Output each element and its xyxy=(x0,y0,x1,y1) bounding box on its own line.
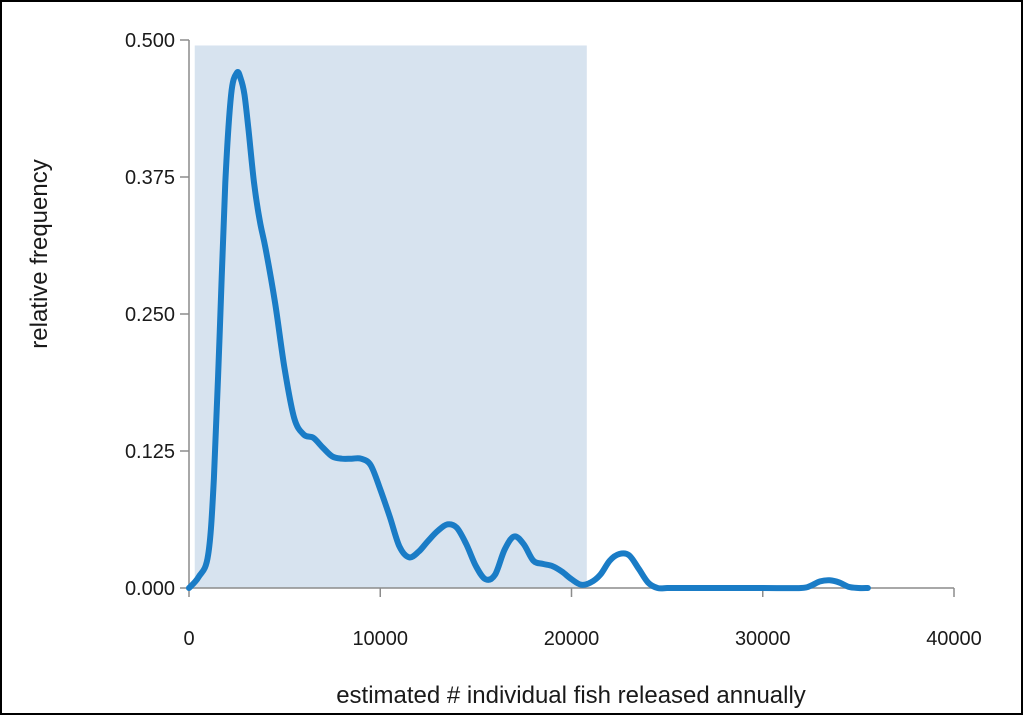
x-tick-label: 30000 xyxy=(735,628,791,650)
y-tick-label: 0.375 xyxy=(125,167,175,189)
y-tick-label: 0.000 xyxy=(125,578,175,600)
x-axis-label: estimated # individual fish released ann… xyxy=(336,682,806,709)
shaded-interval xyxy=(194,45,587,589)
x-tick-label: 0 xyxy=(183,628,194,650)
y-axis-label: relative frequency xyxy=(26,159,53,348)
y-tick-label: 0.125 xyxy=(125,441,175,463)
y-tick-label: 0.250 xyxy=(125,304,175,326)
y-tick-label: 0.500 xyxy=(125,30,175,52)
x-tick-label: 10000 xyxy=(352,628,408,650)
density-line xyxy=(186,69,871,592)
x-tick-label: 20000 xyxy=(544,628,600,650)
x-tick-label: 40000 xyxy=(926,628,982,650)
